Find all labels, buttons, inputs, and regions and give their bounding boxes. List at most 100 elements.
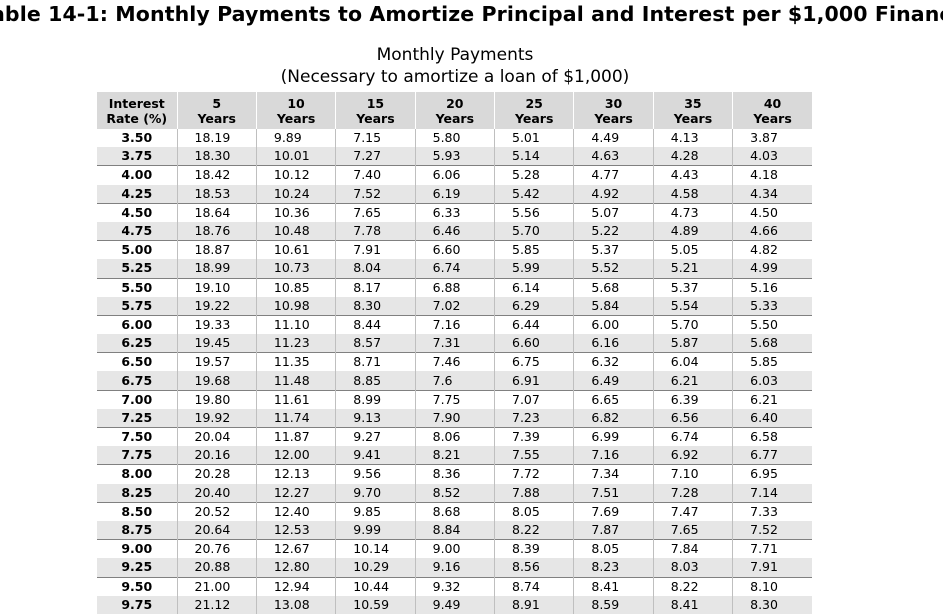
table-row: 8.50 20.52 12.40 9.85 8.68 8.05 7.69 7.47 7.33: [97, 501, 812, 521]
payment-cell: 6.40: [732, 408, 812, 428]
payment-cell: 5.21: [652, 259, 733, 278]
column-header-top: 15: [366, 95, 385, 111]
payment-cell: 11.61: [255, 389, 336, 409]
payment-cell: 11.10: [255, 314, 336, 335]
table-row: 4.75 18.76 10.48 7.78 6.46 5.70 5.22 4.89 4.66: [97, 221, 812, 241]
payment-cell: 19.57: [176, 352, 257, 372]
payment-cell: 5.52: [573, 259, 654, 278]
table-row: 4.50 18.64 10.36 7.65 6.33 5.56 5.07 4.73 4.50: [97, 202, 812, 222]
column-header-term: 15 Years: [335, 92, 416, 129]
payment-cell: 4.13: [652, 129, 733, 148]
payment-cell: 6.29: [493, 296, 574, 316]
payment-cell: 6.65: [573, 389, 654, 409]
payment-cell: 8.52: [414, 483, 495, 503]
rate-cell: 3.75: [97, 147, 177, 166]
column-header-bottom: Years: [514, 110, 554, 126]
column-header-bottom: Years: [197, 110, 236, 126]
rate-cell: 9.00: [97, 539, 177, 559]
payment-cell: 7.91: [732, 558, 812, 577]
payment-cell: 6.99: [573, 427, 654, 447]
payment-cell: 9.49: [414, 595, 495, 614]
rate-cell: 4.00: [97, 165, 177, 185]
payment-cell: 5.14: [493, 147, 574, 166]
payment-cell: 4.50: [732, 202, 812, 222]
payment-cell: 6.74: [414, 259, 495, 278]
payment-cell: 4.34: [732, 184, 812, 204]
payment-cell: 5.56: [493, 202, 574, 222]
column-header-bottom: Years: [673, 110, 713, 126]
payment-cell: 5.87: [652, 334, 733, 353]
payment-cell: 7.69: [573, 501, 654, 521]
payment-cell: 19.45: [176, 334, 257, 353]
payment-cell: 7.15: [335, 129, 416, 148]
payment-cell: 6.14: [493, 277, 574, 297]
payment-cell: 20.28: [176, 464, 257, 484]
table-row: 3.75 18.30 10.01 7.27 5.93 5.14 4.63 4.28 4.03: [97, 147, 812, 166]
payment-cell: 10.29: [335, 558, 416, 577]
column-header-top: 10: [287, 95, 305, 111]
payment-cell: 18.76: [176, 221, 257, 241]
payment-cell: 8.30: [335, 296, 416, 316]
payment-cell: 8.85: [335, 371, 416, 391]
payment-cell: 9.16: [414, 558, 495, 577]
payment-cell: 4.82: [732, 240, 812, 260]
payment-cell: 19.33: [176, 314, 257, 335]
payment-cell: 7.75: [414, 389, 495, 409]
payment-cell: 6.58: [732, 427, 812, 447]
rate-cell: 7.00: [97, 389, 177, 409]
rate-cell: 7.75: [97, 446, 177, 465]
payment-cell: 21.00: [176, 576, 257, 596]
rate-cell: 6.75: [97, 371, 177, 391]
payment-cell: 7.39: [493, 427, 574, 447]
payment-cell: 4.58: [652, 184, 733, 204]
payment-cell: 18.64: [176, 202, 257, 222]
column-header-bottom: Years: [276, 110, 316, 126]
rate-cell: 7.50: [97, 427, 177, 447]
payment-cell: 8.36: [414, 464, 495, 484]
table-row: 9.50 21.00 12.94 10.44 9.32 8.74 8.41 8.22 8.10: [97, 576, 812, 596]
payment-cell: 8.05: [573, 539, 654, 559]
table-header: Interest Rate (%) 5 Years 10 Years 15 Years 20 Ye…: [97, 92, 812, 129]
payment-cell: 18.30: [176, 147, 257, 166]
header-row: Interest Rate (%) 5 Years 10 Years 15 Years 20 Ye…: [97, 92, 812, 129]
payment-cell: 5.93: [414, 147, 495, 166]
payment-cell: 7.78: [335, 221, 416, 241]
payment-cell: 18.53: [176, 184, 257, 204]
payment-cell: 7.65: [652, 520, 733, 540]
column-header-top: 35: [684, 95, 702, 111]
table-row: 7.25 19.92 11.74 9.13 7.90 7.23 6.82 6.56 6.40: [97, 408, 812, 428]
payment-cell: 10.01: [255, 147, 336, 166]
payment-cell: 18.19: [176, 129, 257, 148]
payment-cell: 7.34: [573, 464, 654, 484]
payment-cell: 8.39: [493, 539, 574, 559]
payment-cell: 6.56: [652, 408, 733, 428]
payment-cell: 5.70: [493, 221, 574, 241]
table-row: 7.75 20.16 12.00 9.41 8.21 7.55 7.16 6.92 6.77: [97, 446, 812, 465]
payment-cell: 8.10: [732, 576, 812, 596]
payment-cell: 7.27: [335, 147, 416, 166]
table-row: 6.00 19.33 11.10 8.44 7.16 6.44 6.00 5.70 5.50: [97, 314, 812, 335]
payment-cell: 10.36: [255, 202, 336, 222]
payment-cell: 11.35: [255, 352, 336, 372]
payment-cell: 10.73: [255, 259, 336, 278]
payment-cell: 7.46: [414, 352, 495, 372]
payment-cell: 10.61: [255, 240, 336, 260]
rate-cell: 6.00: [97, 314, 177, 335]
payment-cell: 5.85: [732, 352, 812, 372]
payment-cell: 8.56: [493, 558, 574, 577]
payment-cell: 6.44: [493, 314, 574, 335]
rate-cell: 6.25: [97, 334, 177, 353]
payment-cell: 4.66: [732, 221, 812, 241]
payment-cell: 4.28: [652, 147, 733, 166]
rate-cell: 5.25: [97, 259, 177, 278]
payment-cell: 8.04: [335, 259, 416, 278]
column-header-bottom: Rate (%): [106, 110, 168, 126]
payment-cell: 5.84: [573, 296, 654, 316]
payment-cell: 6.60: [493, 334, 574, 353]
payment-cell: 5.37: [573, 240, 654, 260]
payment-cell: 7.91: [335, 240, 416, 260]
payment-cell: 9.85: [335, 501, 416, 521]
payment-cell: 5.28: [493, 165, 574, 185]
payment-cell: 9.13: [335, 408, 416, 428]
rate-cell: 4.25: [97, 184, 177, 204]
